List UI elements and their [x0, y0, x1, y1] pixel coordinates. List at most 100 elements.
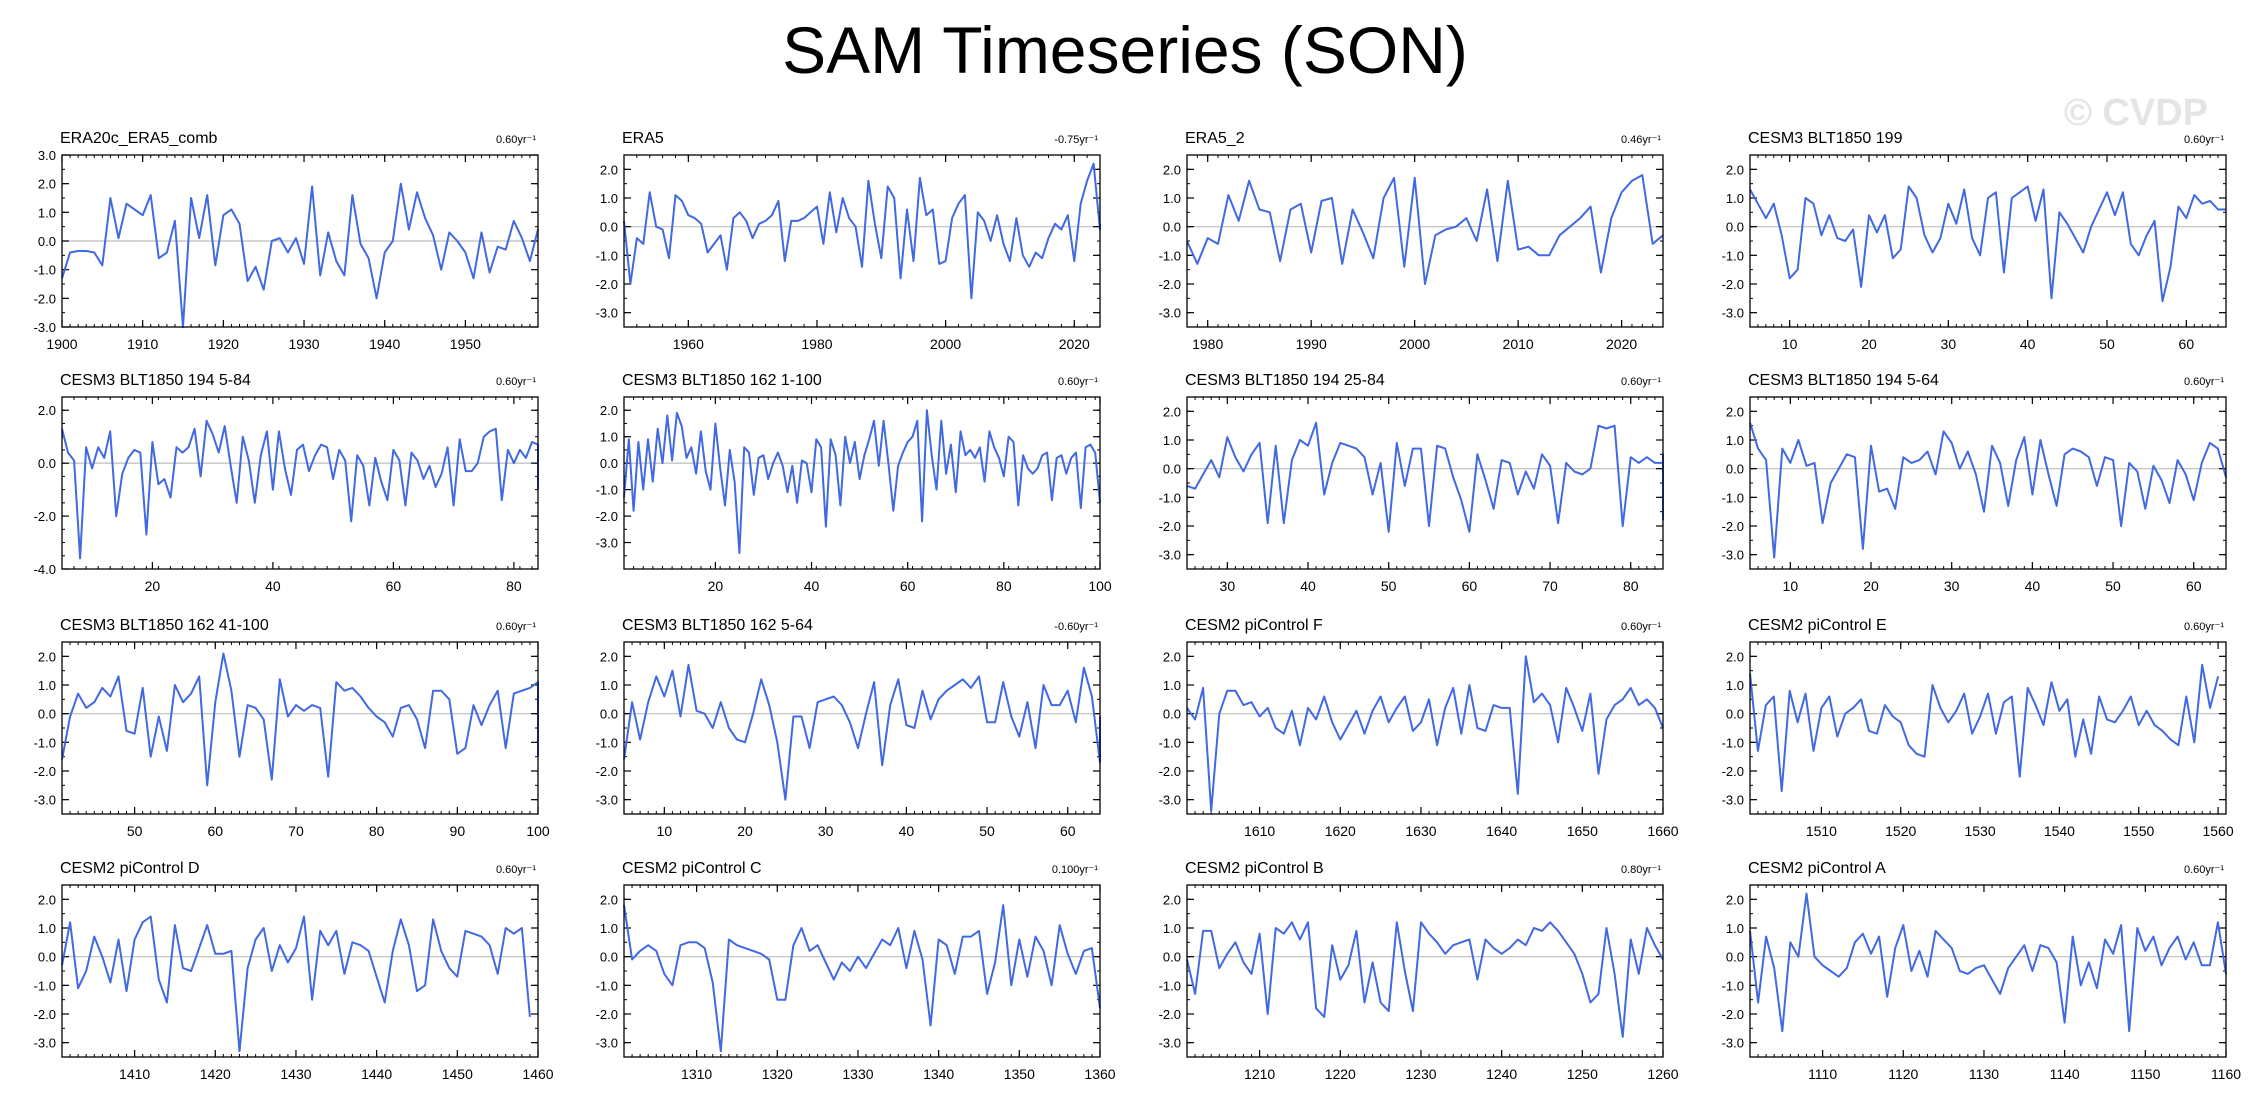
x-tick-label: 60	[2179, 336, 2195, 352]
y-tick-label: 0.0	[1726, 220, 1744, 235]
trend-label: 0.60yr⁻¹	[496, 376, 536, 388]
x-tick-label: 1560	[2202, 823, 2233, 839]
panel-title: ERA5_2	[1185, 130, 1245, 147]
x-tick-label: 1910	[127, 336, 158, 352]
panel-1: ERA20c_ERA5_comb 0.60yr⁻¹ 1900 1910 1920 1930…	[34, 130, 539, 352]
trend-label: 0.60yr⁻¹	[2184, 376, 2224, 388]
x-tick-label: 60	[2186, 578, 2202, 594]
panel-9: CESM3 BLT1850 162 41-100 0.60yr⁻¹ 50 60 70 80…	[34, 617, 550, 839]
plot-frame	[1186, 641, 1664, 815]
trend-label: 0.60yr⁻¹	[1058, 376, 1098, 388]
cvdp-watermark: © CVDP	[2063, 92, 2208, 134]
plot-frame	[61, 154, 539, 328]
x-tick-label: 40	[804, 578, 820, 594]
plot-frame	[61, 884, 539, 1058]
x-tick-label: 1920	[208, 336, 239, 352]
panel-title: CESM2 piControl E	[1748, 617, 1887, 634]
y-tick-label: 3.0	[38, 148, 56, 163]
x-tick-label: 1410	[119, 1066, 150, 1082]
y-tick-label: 1.0	[1726, 921, 1744, 936]
plot-frame	[1186, 154, 1664, 328]
y-tick-label: 2.0	[600, 649, 618, 664]
y-tick-label: -2.0	[1722, 519, 1744, 534]
panel-7: CESM3 BLT1850 194 25-84 0.60yr⁻¹ 30 40 50 60 7…	[1159, 372, 1664, 594]
plot-frame	[1186, 884, 1664, 1058]
panel-6: CESM3 BLT1850 162 1-100 0.60yr⁻¹ 20 40 60 80 1…	[596, 372, 1112, 594]
y-tick-label: -1.0	[1722, 248, 1744, 263]
x-tick-label: 1540	[2044, 823, 2075, 839]
x-tick-label: 100	[526, 823, 550, 839]
y-tick-label: 0.0	[600, 456, 618, 471]
y-tick-label: -3.0	[596, 306, 618, 321]
x-tick-label: 80	[996, 578, 1012, 594]
x-tick-label: 30	[1941, 336, 1957, 352]
panel-title: CESM3 BLT1850 194 5-84	[60, 372, 251, 389]
x-tick-label: 2010	[1503, 336, 1534, 352]
y-tick-label: -3.0	[1722, 1036, 1744, 1051]
panel-11: CESM2 piControl F 0.60yr⁻¹ 1610 1620 1630 164…	[1159, 617, 1679, 839]
x-tick-label: 1210	[1244, 1066, 1275, 1082]
y-tick-label: 0.0	[600, 950, 618, 965]
x-tick-label: 1130	[1969, 1066, 1999, 1082]
series-line	[1186, 921, 1664, 1038]
plot-frame	[623, 884, 1101, 1058]
x-tick-label: 1250	[1567, 1066, 1598, 1082]
panel-title: CESM3 BLT1850 194 5-64	[1748, 372, 1939, 389]
x-tick-label: 40	[899, 823, 915, 839]
y-tick-label: 2.0	[38, 177, 56, 192]
y-tick-label: -1.0	[34, 978, 56, 993]
x-tick-label: 10	[1783, 578, 1799, 594]
trend-label: 0.60yr⁻¹	[496, 134, 536, 146]
y-tick-label: 1.0	[600, 430, 618, 445]
series-line	[623, 663, 1101, 801]
y-tick-label: 2.0	[38, 403, 56, 418]
y-tick-label: -1.0	[1722, 735, 1744, 750]
x-tick-label: 2020	[1059, 336, 1090, 352]
x-tick-label: 1950	[450, 336, 481, 352]
y-tick-label: -3.0	[1722, 548, 1744, 563]
y-tick-label: 1.0	[1726, 433, 1744, 448]
plot-frame	[623, 641, 1101, 815]
x-tick-label: 50	[1381, 578, 1397, 594]
x-tick-label: 20	[1861, 336, 1877, 352]
x-tick-label: 2000	[1399, 336, 1430, 352]
x-tick-label: 40	[265, 578, 281, 594]
panel-3: ERA5_2 0.46yr⁻¹ 1980 1990 2000 2010 2020 2.0 1.0…	[1159, 130, 1664, 352]
series-line	[1749, 185, 2226, 303]
x-tick-label: 1530	[1964, 823, 1995, 839]
y-tick-label: 2.0	[600, 162, 618, 177]
x-tick-label: 40	[2025, 578, 2041, 594]
y-tick-label: 2.0	[1726, 892, 1744, 907]
y-tick-label: -1.0	[1722, 490, 1744, 505]
panel-title: CESM2 piControl F	[1185, 617, 1323, 634]
x-tick-label: 2020	[1606, 336, 1637, 352]
x-tick-label: 1260	[1647, 1066, 1678, 1082]
series-line	[1749, 663, 2220, 793]
trend-label: 0.60yr⁻¹	[2184, 134, 2224, 146]
y-tick-label: 1.0	[38, 678, 56, 693]
x-tick-label: 50	[2105, 578, 2121, 594]
x-tick-label: 30	[1944, 578, 1960, 594]
y-tick-label: -2.0	[596, 1007, 618, 1022]
x-tick-label: 40	[1300, 578, 1316, 594]
y-tick-label: -1.0	[1159, 490, 1181, 505]
plot-frame	[61, 641, 539, 815]
x-tick-label: 20	[737, 823, 753, 839]
series-line	[1749, 422, 2227, 559]
x-tick-label: 90	[450, 823, 466, 839]
x-tick-label: 60	[1060, 823, 1076, 839]
series-line	[623, 162, 1101, 300]
panel-13: CESM2 piControl D 0.60yr⁻¹ 1410 1420 1430 144…	[34, 860, 554, 1082]
x-tick-label: 1640	[1486, 823, 1517, 839]
y-tick-label: 1.0	[1163, 433, 1181, 448]
panel-10: CESM3 BLT1850 162 5-64 -0.60yr⁻¹ 10 20 30 40 5…	[596, 617, 1101, 839]
y-tick-label: 0.0	[1163, 462, 1181, 477]
panel-title: CESM2 piControl A	[1748, 860, 1886, 877]
y-tick-label: 2.0	[1163, 162, 1181, 177]
trend-label: 0.60yr⁻¹	[496, 621, 536, 633]
panel-16: CESM2 piControl A 0.60yr⁻¹ 1110 1120 1130 114…	[1722, 860, 2242, 1082]
x-tick-label: 20	[1863, 578, 1879, 594]
y-tick-label: -3.0	[1159, 548, 1181, 563]
y-tick-label: 1.0	[38, 205, 56, 220]
y-tick-label: 0.0	[600, 707, 618, 722]
